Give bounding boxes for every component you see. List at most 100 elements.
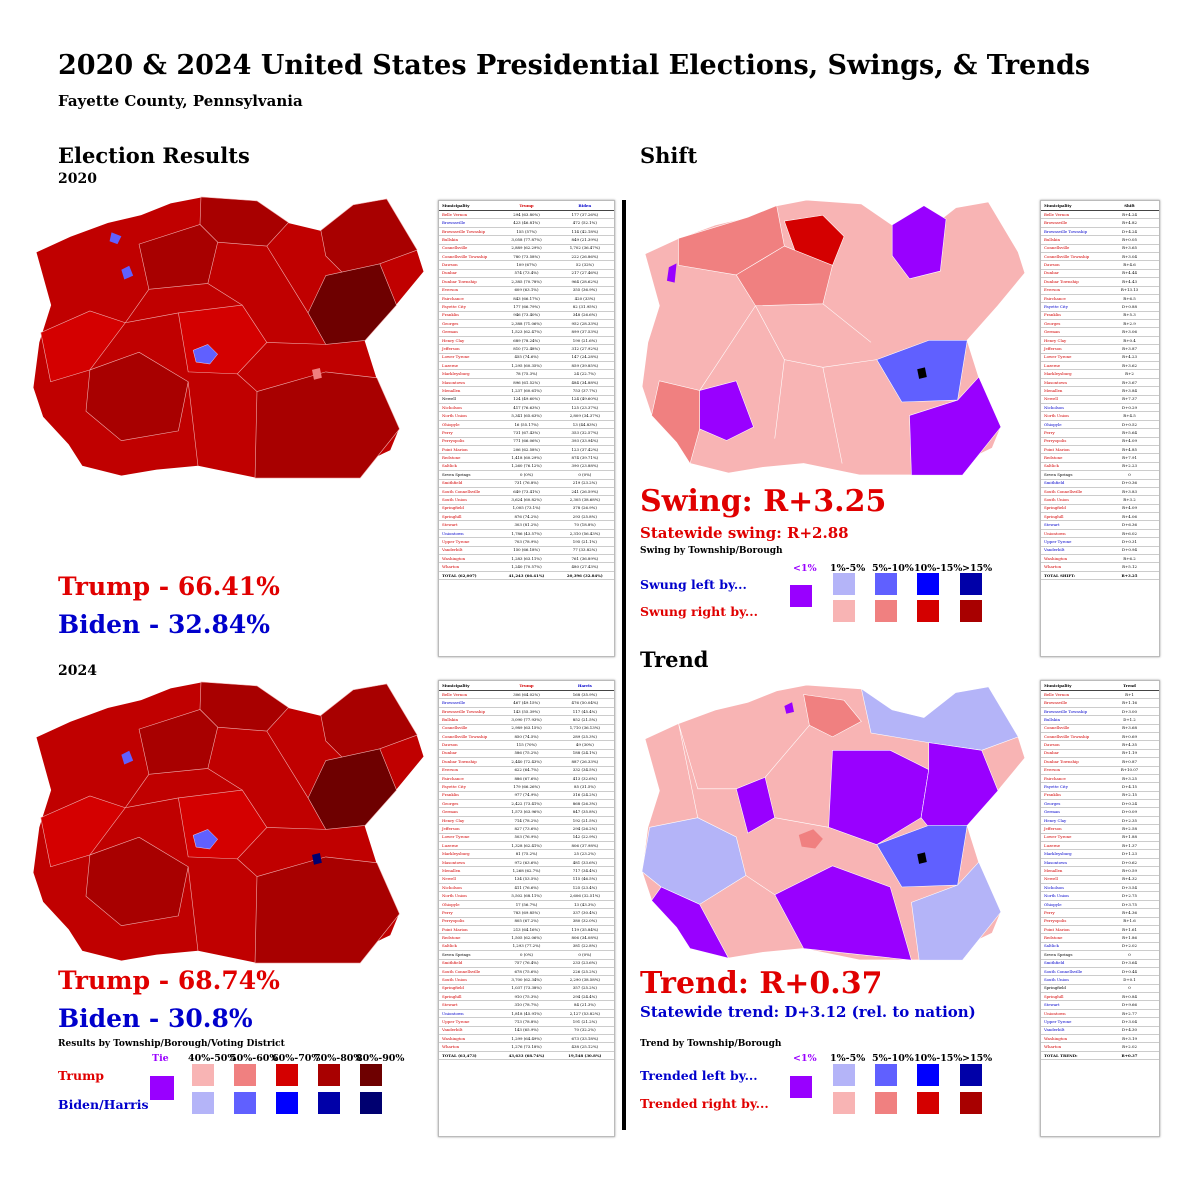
table-2024: Municipality Trump Harris Belle Vernon 306 (… — [438, 680, 615, 1137]
table-row: Washington R+3.19 — [1041, 1034, 1159, 1044]
municipality-name: Point Marion — [439, 445, 498, 455]
table-row: Washington 1,299 (64.49%) 673 (33.18%) — [439, 1034, 614, 1044]
swung-right-label: Swung right by... — [640, 604, 758, 619]
dem-votes: 874 (39.71%) — [555, 453, 614, 463]
municipality-name: Fairchance — [1041, 774, 1100, 784]
municipality-name: Stewart — [1041, 520, 1100, 530]
municipality-name: Brownsville Township — [1041, 707, 1100, 717]
municipality-name: Everson — [1041, 766, 1100, 775]
table-row: Bullskin D+1.2 — [1041, 715, 1159, 725]
rep-votes: 155 (57%) — [497, 227, 556, 237]
municipality-name: Everson — [1041, 286, 1100, 295]
legend-swatch — [960, 1064, 982, 1086]
dem-votes: 82 (31.95%) — [555, 302, 614, 312]
shift-value: R+2 — [1100, 369, 1159, 379]
region-tie-southwest — [651, 886, 730, 959]
municipality-name: Dawson — [439, 740, 498, 750]
municipality-name: Seven Springs — [439, 470, 498, 480]
table-row: Markleysburg R+2 — [1041, 369, 1159, 379]
shift-value: R+3.84 — [1100, 386, 1159, 396]
municipality-name: Springhill — [1041, 512, 1100, 522]
shift-value: D+0.52 — [1100, 420, 1159, 430]
municipality-name: Newell — [439, 875, 498, 885]
municipality-name: Belle Vernon — [439, 690, 498, 700]
dem-votes: 0 (0%) — [555, 950, 614, 960]
rep-votes: 714 (78.2%) — [497, 816, 556, 826]
shift-value: R+6.2 — [1100, 554, 1159, 564]
dem-votes: 24 (22.7%) — [555, 369, 614, 379]
rep-votes: 81 (75.2%) — [497, 849, 556, 859]
municipality-name: North Union — [439, 891, 498, 901]
municipality-name: South Connellsville — [439, 487, 498, 497]
legend-swatch — [960, 1092, 982, 1114]
table-row: Franklin 977 (74.9%) 316 (24.2%) — [439, 791, 614, 801]
municipality-name: German — [1041, 327, 1100, 337]
table-row: Luzerne R+1.37 — [1041, 841, 1159, 851]
table-row: Springfield R+4.09 — [1041, 504, 1159, 514]
table-row: Georges R+2.9 — [1041, 319, 1159, 329]
dem-votes: 2,809 (34.37%) — [555, 411, 614, 421]
rep-votes: 3,624 (60.82%) — [497, 495, 556, 505]
table-total-row: TOTAL (62,007) 41,243 (66.41%) 20,396 (32.… — [439, 570, 614, 581]
shift-value: R+4.35 — [1100, 740, 1159, 750]
table-shift: Municipality Shift Belle Vernon R+4.24 Brown… — [1040, 200, 1160, 657]
municipality-name: Luzerne — [439, 361, 498, 371]
municipality-name: Fairchance — [1041, 294, 1100, 304]
rep-votes: 1,005 (73.1%) — [497, 504, 556, 514]
municipality-name: German — [439, 327, 498, 337]
total-cell: R+3.25 — [1100, 570, 1159, 581]
rep-votes: 2,889 (62.29%) — [497, 244, 556, 253]
municipality-name: Franklin — [439, 791, 498, 801]
table-row: Georges 2,422 (73.41%) 868 (26.3%) — [439, 799, 614, 809]
rep-votes: 972 (63.6%) — [497, 858, 556, 868]
table-row: German D+0.09 — [1041, 807, 1159, 817]
municipality-name: Georges — [439, 799, 498, 809]
township-lines — [125, 245, 326, 467]
table-row: Springhill 910 (75.3%) 294 (24.4%) — [439, 992, 614, 1002]
municipality-name: Uniontown — [1041, 529, 1100, 539]
rep-votes: 78 (75.3%) — [497, 369, 556, 379]
table-row: Bullskin 3,058 (77.87%) 849 (21.39%) — [439, 235, 614, 245]
table-row: Washington R+6.2 — [1041, 554, 1159, 564]
dem-votes: 70 (18.8%) — [555, 520, 614, 530]
municipality-name: Georges — [439, 319, 498, 329]
swung-left-label: Swung left by... — [640, 577, 747, 592]
table-row: Lower Tyrone R+1.88 — [1041, 833, 1159, 843]
shift-value: R+4.23 — [1100, 353, 1159, 363]
table-row: Newell 124 (49.60%) 124 (49.60%) — [439, 395, 614, 405]
fayette-city-district — [121, 750, 134, 765]
municipality-name: Masontown — [1041, 858, 1100, 868]
table-row: Perryopolis R+4.09 — [1041, 437, 1159, 446]
rep-votes: 876 (74.2%) — [497, 512, 556, 522]
legend-swatch — [276, 1092, 298, 1114]
municipality-name: Smithfield — [439, 479, 498, 488]
dem-votes: 49 (30%) — [555, 740, 614, 750]
shift-value: R+0.4 — [1100, 336, 1159, 346]
shift-value: R+3.62 — [1100, 361, 1159, 371]
rep-votes: 771 (66.06%) — [497, 437, 556, 446]
table-row: Brownsville R+1.16 — [1041, 698, 1159, 708]
municipality-name: Springhill — [439, 512, 498, 522]
municipality-name: Springhill — [1041, 992, 1100, 1002]
region-tie-southeast — [909, 376, 1002, 476]
municipality-name: Wharton — [439, 562, 498, 572]
region-dark-southwest — [85, 351, 189, 442]
masontown-district — [312, 367, 322, 380]
municipality-name: Henry Clay — [439, 336, 498, 346]
table-row: Markleysburg D+1.23 — [1041, 849, 1159, 859]
dem-votes: 484 (34.88%) — [555, 378, 614, 388]
total-cell: TOTAL TREND: — [1041, 1050, 1100, 1061]
table-row: Springfield 1,005 (73.1%) 378 (26.9%) — [439, 504, 614, 514]
table-row: Saltlick 1,260 (76.12%) 390 (23.88%) — [439, 462, 614, 472]
results-legend-trump: Trump — [58, 1068, 105, 1083]
municipality-name: Brownsville Township — [1041, 227, 1100, 237]
shift-value: R+0.84 — [1100, 992, 1159, 1002]
total-cell: 43,633 (68.74%) — [497, 1050, 556, 1061]
municipality-name: Washington — [439, 554, 498, 564]
results-legend-title: Results by Township/Borough/Voting Distr… — [58, 1039, 285, 1049]
table-row: Ohiopyle D+3.75 — [1041, 900, 1159, 910]
municipality-name: Point Marion — [1041, 445, 1100, 455]
dem-votes: 25 (23.2%) — [555, 849, 614, 859]
legend-swatch — [960, 573, 982, 595]
region-pale-blue-north — [860, 686, 1019, 751]
